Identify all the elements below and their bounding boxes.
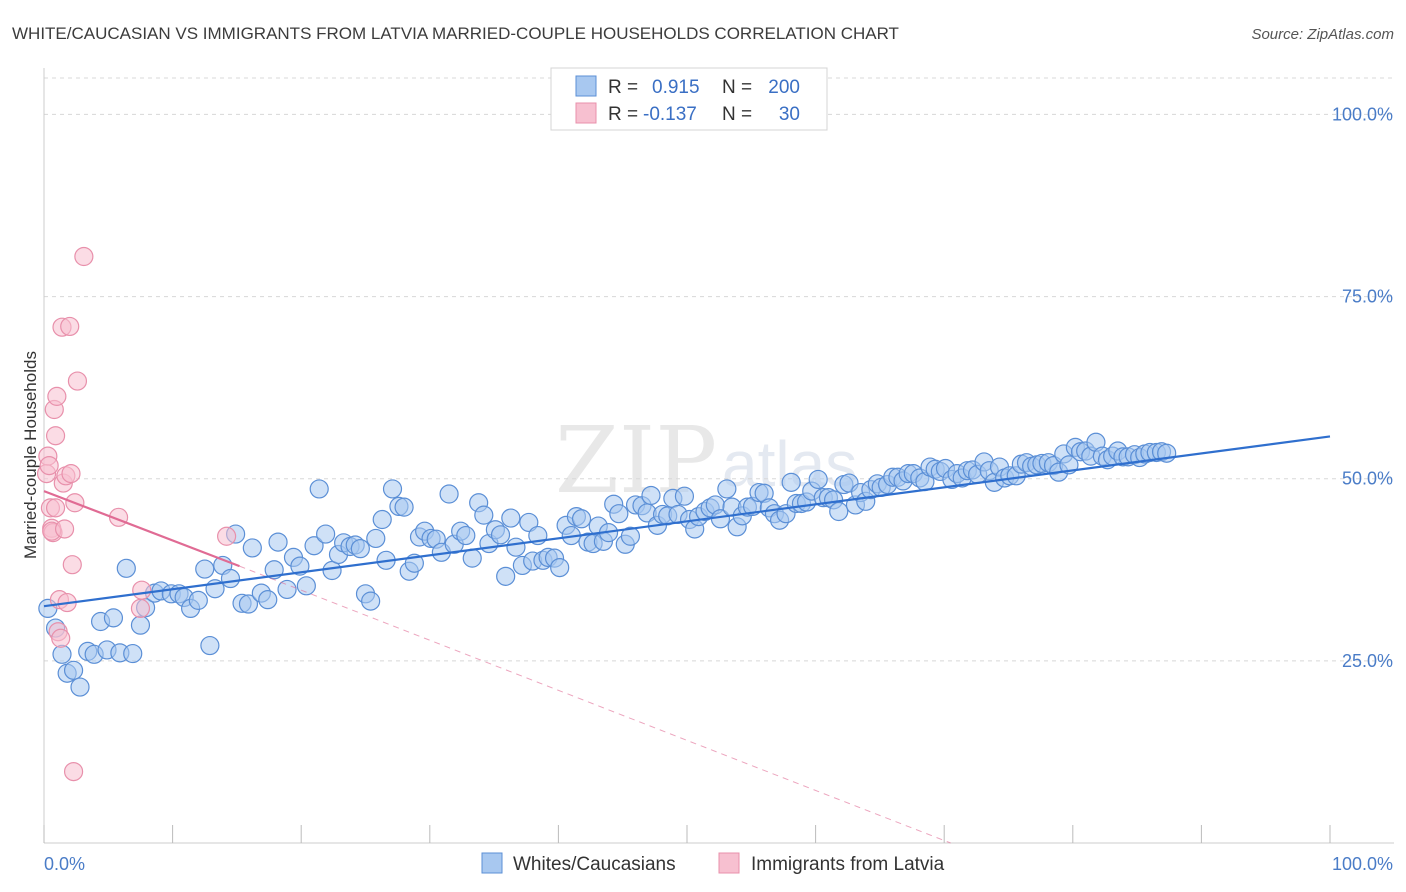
series-latvia-points [36,246,237,782]
legend-r-label-latvia: R = [608,104,638,125]
data-point-whites [304,536,324,556]
data-point-latvia [132,580,152,600]
y-tick-label: 50.0% [1342,469,1393,489]
bottom-legend-label-whites: Whites/Caucasians [513,854,676,875]
data-point-latvia [217,526,237,546]
trend-line-latvia [43,490,240,568]
trend-lines [43,435,1331,844]
data-point-whites [103,608,124,628]
data-point-whites [70,677,90,697]
data-point-whites [130,615,151,635]
y-tick-label: 25.0% [1342,651,1393,671]
data-point-whites [258,590,278,610]
data-point-whites [462,548,482,568]
data-point-latvia [51,628,71,648]
data-point-whites [394,497,414,517]
data-point-latvia [67,371,88,391]
watermark: ZIP atlas [555,407,857,514]
legend-n-label-latvia: N = [722,104,752,125]
data-point-whites [609,504,629,524]
data-point-whites [366,528,386,549]
data-point-whites [220,568,241,589]
stats-legend: R = 0.915 N = 200 R = -0.137 N = 30 [550,67,828,131]
y-tick-label: 75.0% [1342,287,1393,307]
data-point-whites [490,525,511,545]
y-tick-label: 100.0% [1332,104,1393,124]
trend-line-whites [43,435,1331,608]
data-point-whites [519,512,539,533]
data-point-whites [717,479,737,499]
data-point-whites [781,472,801,492]
x-tick-label: 100.0% [1332,854,1393,874]
data-point-latvia [74,246,94,267]
data-point-whites [456,525,476,546]
data-point-whites [506,537,526,557]
data-point-whites [309,479,329,499]
x-tick-label: 0.0% [44,854,85,874]
data-point-whites [550,557,570,578]
stats-legend-box [550,67,828,131]
bottom-legend-swatch-whites [481,852,503,874]
data-point-whites [382,479,403,499]
data-point-whites [829,501,849,522]
legend-swatch-whites [575,75,597,97]
data-point-whites [268,532,288,552]
source-label: Source: ZipAtlas.com [1251,26,1394,43]
data-point-latvia [60,316,80,337]
legend-n-value-whites: 200 [768,77,800,98]
series-legend: Whites/Caucasians Immigrants from Latvia [481,852,945,875]
data-point-whites [123,643,143,664]
legend-swatch-latvia [575,102,597,124]
data-point-whites [474,505,494,525]
data-point-latvia [54,519,75,539]
data-point-whites [290,556,310,576]
trend-line-latvia-extended [239,565,951,844]
data-point-whites [808,469,828,490]
data-point-whites [238,594,259,614]
data-point-latvia [62,555,82,575]
data-point-whites [200,635,220,656]
data-point-whites [277,579,297,600]
data-point-latvia [130,598,151,619]
data-point-latvia [45,498,66,518]
series-whites-points [38,432,1177,697]
bottom-legend-label-latvia: Immigrants from Latvia [751,854,945,875]
data-point-whites [350,539,370,559]
data-point-whites [63,660,84,680]
data-point-whites [242,538,262,558]
data-point-whites [322,560,342,581]
legend-r-value-whites: 0.915 [652,77,700,98]
legend-r-value-latvia: -0.137 [643,104,697,125]
grid-lines [44,77,1394,662]
data-point-latvia [61,464,81,484]
y-axis-label: Married-couple Households [21,351,40,559]
data-point-whites [372,509,392,530]
data-point-latvia [39,456,59,476]
y-tick-labels: 25.0% 50.0% 75.0% 100.0% [1332,104,1393,670]
legend-r-label-whites: R = [608,77,638,98]
legend-n-value-latvia: 30 [779,104,800,125]
data-point-latvia [45,426,66,446]
data-point-whites [195,559,215,579]
data-point-whites [116,558,136,578]
data-point-latvia [63,761,84,782]
chart-title: WHITE/CAUCASIAN VS IMMIGRANTS FROM LATVI… [12,24,899,43]
data-point-whites [439,484,459,504]
x-tick-labels: 0.0% 100.0% [44,854,1393,874]
data-point-whites [316,524,336,544]
data-point-whites [571,509,592,529]
data-point-whites [641,485,661,506]
data-point-latvia [47,386,67,406]
data-point-whites [52,644,72,664]
bottom-legend-swatch-latvia [718,852,740,874]
data-point-whites [496,566,516,586]
data-point-whites [188,590,208,610]
data-point-whites [361,591,381,611]
data-point-whites [674,486,695,506]
data-point-whites [620,526,641,546]
data-point-whites [501,508,521,528]
legend-n-label-whites: N = [722,77,752,98]
